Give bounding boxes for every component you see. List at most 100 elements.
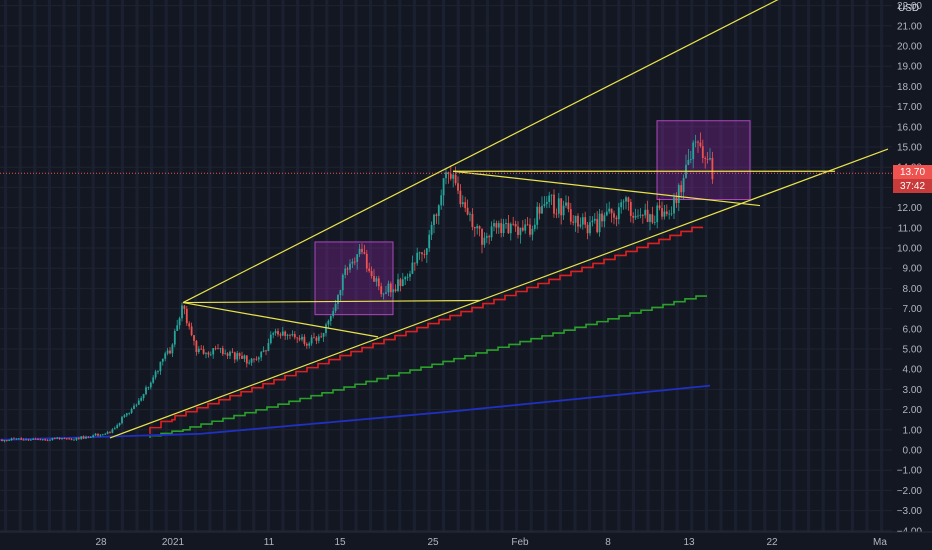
candle-body: [670, 213, 673, 215]
candle-body: [591, 220, 594, 223]
candle-body: [29, 439, 32, 441]
candle-body: [20, 438, 23, 440]
candle-body: [200, 348, 203, 350]
candle-body: [322, 333, 325, 337]
candle-body: [17, 438, 20, 440]
candle-body: [339, 290, 342, 296]
candle-body: [428, 234, 431, 249]
candle-body: [653, 222, 656, 223]
candle-body: [22, 439, 25, 441]
candle-body: [574, 215, 577, 223]
candle-body: [178, 318, 181, 326]
session-band: [150, 0, 154, 532]
session-band: [821, 0, 825, 532]
candle-body: [454, 174, 457, 184]
candle-body: [207, 352, 210, 355]
session-band: [325, 0, 329, 532]
candle-body: [478, 226, 481, 229]
candle-body: [406, 276, 409, 278]
candle-body: [137, 400, 140, 405]
candle-body: [634, 215, 637, 218]
candle-body: [387, 283, 390, 293]
candle-body: [447, 172, 450, 174]
candle-body: [538, 206, 541, 214]
candle-body: [706, 158, 709, 160]
candle-body: [380, 286, 383, 295]
candle-body: [116, 425, 119, 429]
candle-body: [457, 183, 459, 191]
candle-body: [1, 439, 3, 442]
candle-body: [279, 334, 282, 336]
candle-body: [476, 226, 479, 229]
candle-body: [286, 334, 289, 336]
candle-body: [152, 377, 155, 383]
candle-body: [214, 348, 217, 349]
session-band: [266, 0, 270, 532]
last-price-value: 13.70: [899, 166, 926, 178]
session-band: [734, 0, 738, 532]
session-band: [792, 0, 796, 532]
candle-body: [159, 361, 162, 372]
session-band: [339, 0, 343, 532]
candle-body: [135, 404, 138, 406]
time-axis-bg: [0, 532, 932, 550]
candle-body: [188, 323, 191, 327]
session-band: [77, 0, 81, 532]
currency-label[interactable]: USD: [898, 3, 919, 14]
candle-body: [637, 215, 639, 217]
trendlines[interactable]: [109, 0, 889, 439]
candle-body: [567, 202, 570, 210]
time-tick-label: 22: [766, 537, 778, 548]
candle-body: [579, 224, 582, 227]
candle-body: [505, 223, 507, 224]
session-band: [617, 0, 621, 532]
candle-body: [44, 439, 47, 441]
moving-averages: [0, 226, 711, 441]
session-band: [62, 0, 66, 532]
session-band: [661, 0, 665, 532]
candle-body: [632, 215, 635, 218]
session-band: [296, 0, 300, 532]
candle-body: [94, 433, 97, 436]
candle-body: [310, 337, 313, 344]
last-price-badge: 13.70: [893, 165, 932, 179]
highlight-boxes[interactable]: [314, 120, 751, 316]
time-axis[interactable]: 28 2021 11 15 25 Feb 8 13 22 Ma: [0, 531, 932, 550]
candle-body: [541, 205, 543, 214]
price-tick-label: −2.00: [897, 486, 923, 497]
candle-body: [543, 204, 546, 206]
candle-body: [183, 305, 186, 309]
candle-body: [65, 438, 68, 440]
candle-body: [13, 438, 15, 440]
session-band: [135, 0, 139, 532]
candle-body: [440, 195, 443, 206]
candlestick-series[interactable]: [1, 132, 714, 443]
candle-body: [327, 320, 330, 325]
candle-body: [37, 439, 39, 441]
candle-body: [296, 337, 299, 339]
candle-body: [262, 350, 265, 352]
session-band: [120, 0, 124, 532]
session-band: [193, 0, 197, 532]
candle-body: [651, 214, 654, 223]
candle-body: [128, 412, 131, 414]
candle-body: [646, 209, 649, 222]
candle-body: [142, 394, 145, 399]
candle-body: [173, 330, 176, 345]
candle-body: [526, 224, 529, 226]
candle-body: [617, 207, 620, 220]
candle-body: [560, 198, 563, 216]
candle-body: [205, 352, 207, 354]
candle-body: [365, 253, 368, 269]
session-band: [704, 0, 708, 532]
session-band: [471, 0, 475, 532]
candle-body: [195, 340, 198, 353]
trendline: [182, 301, 379, 338]
candle-body: [39, 439, 42, 441]
price-tick-label: 1.00: [903, 425, 923, 436]
candle-body: [502, 223, 505, 233]
price-axis[interactable]: 22.00 21.00 20.00 19.00 18.00 17.00 16.00 15.00…: [892, 0, 932, 550]
candle-body: [507, 223, 510, 234]
